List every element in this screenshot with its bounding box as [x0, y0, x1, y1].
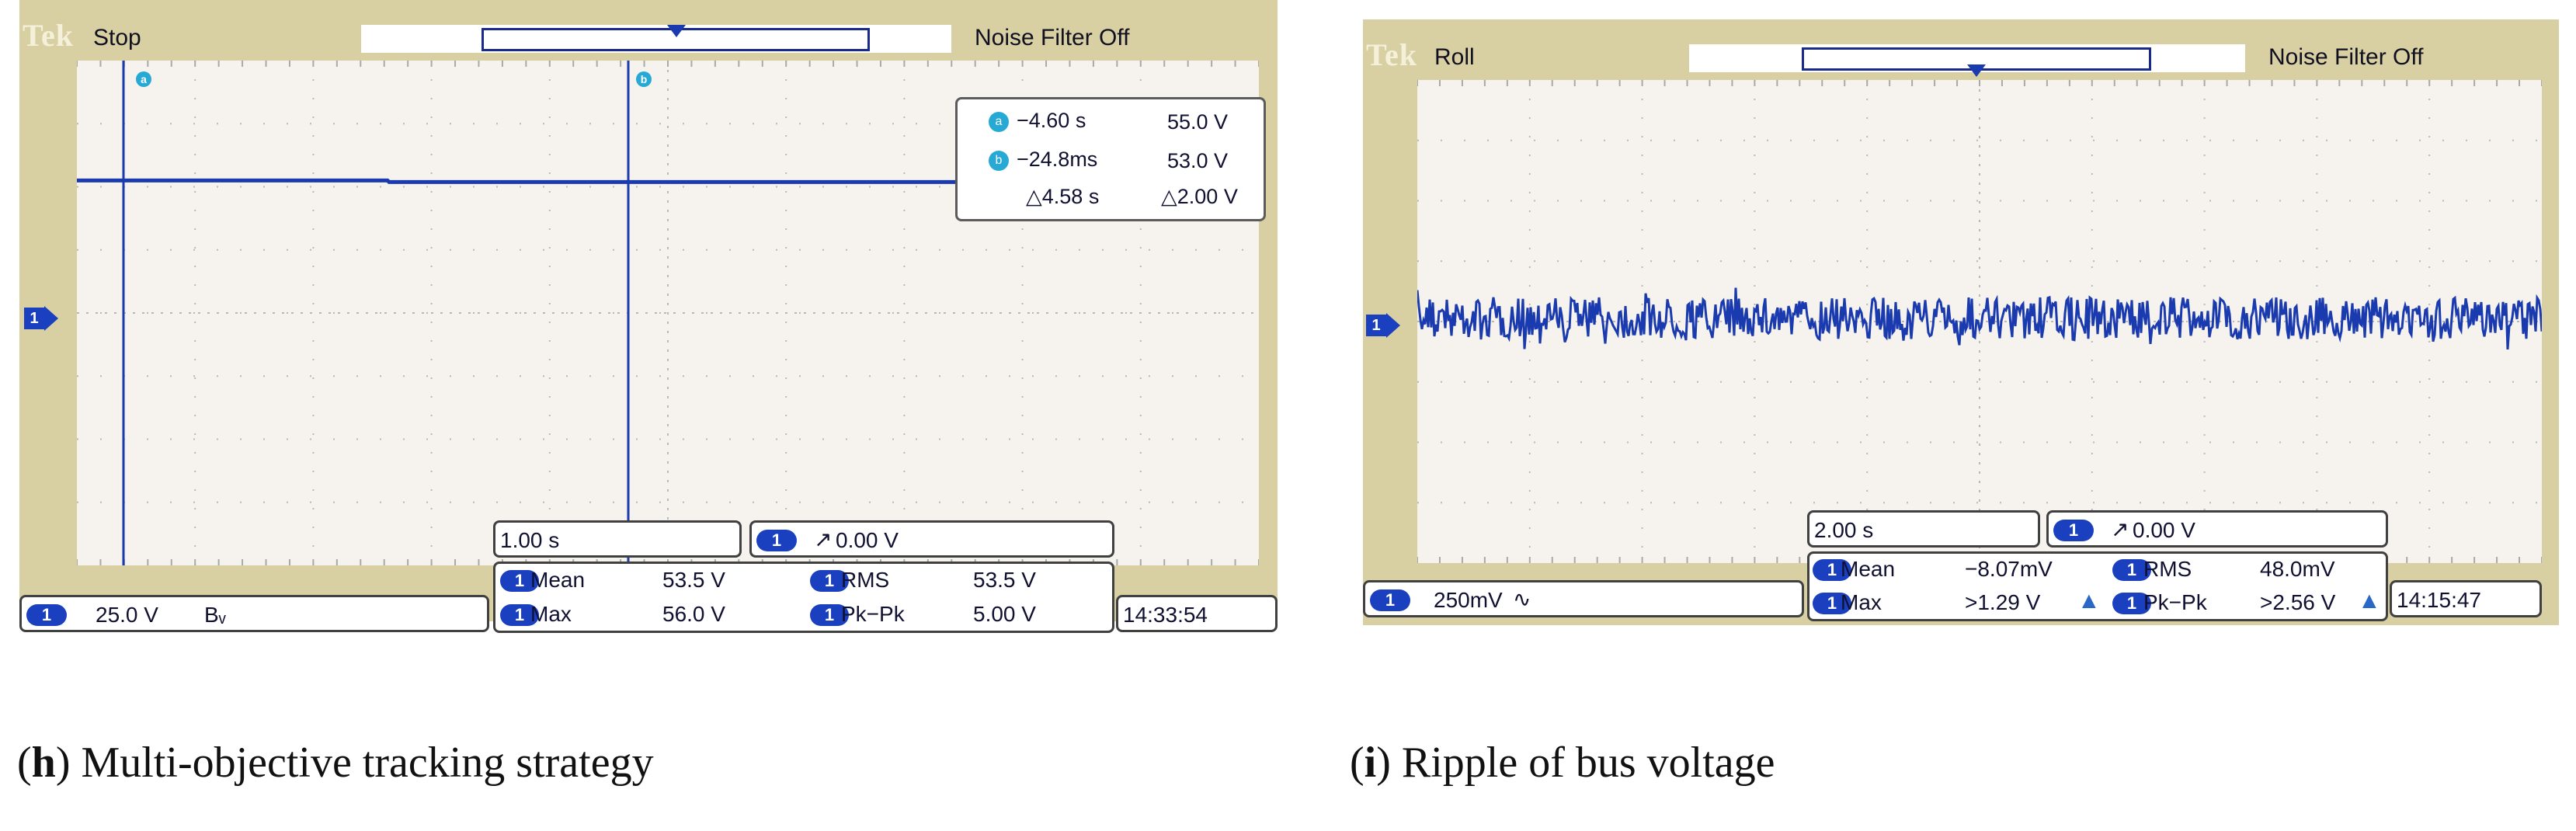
trigger-level: 0.00 V	[836, 528, 899, 552]
clock-panel: 14:33:54	[1116, 595, 1278, 632]
cursor-b-time: −24.8ms	[1017, 148, 1098, 171]
mean-value: −8.07mV	[1965, 557, 2053, 581]
max-label: Max	[1841, 590, 1882, 614]
waveform-graticule	[1417, 80, 2542, 563]
mean-channel-badge: 1	[1813, 559, 1851, 581]
cursor-a-time: −4.60 s	[1017, 109, 1086, 132]
trigger-slope-icon: ↗	[814, 527, 833, 551]
trigger-panel[interactable]: 1 ↗ 0.00 V	[2046, 510, 2388, 548]
noise-filter-label: Noise Filter Off	[2268, 44, 2424, 70]
max-warning-icon: ▲	[2077, 588, 2101, 614]
channel-1-marker: 1	[24, 308, 44, 329]
channel-1-marker-arrow	[44, 306, 58, 331]
trigger-slope-icon: ↗	[2111, 517, 2129, 541]
rms-value: 48.0mV	[2260, 557, 2335, 581]
noise-filter-label: Noise Filter Off	[975, 25, 1130, 50]
timebase-value: 1.00 s	[500, 528, 560, 552]
pkpk-value: 5.00 V	[973, 602, 1036, 626]
clock-time: 14:33:54	[1123, 603, 1208, 627]
trigger-channel-badge: 1	[756, 530, 797, 551]
cursor-b-tag: b	[636, 71, 652, 87]
pkpk-warning-icon: ▲	[2358, 588, 2381, 614]
dc-bus-voltage-trace	[77, 178, 1259, 184]
cursor-delta-time: △4.58 s	[1026, 185, 1100, 208]
channel-1-marker-arrow	[1386, 313, 1400, 338]
trigger-level: 0.00 V	[2133, 518, 2195, 542]
channel-1-marker: 1	[1366, 315, 1386, 336]
timebase-value: 2.00 s	[1814, 518, 1874, 542]
rms-value: 53.5 V	[973, 568, 1036, 592]
max-value: >1.29 V	[1965, 590, 2041, 614]
cursor-a-badge: a	[989, 111, 1009, 132]
caption-i-text: Ripple of bus voltage	[1390, 739, 1775, 787]
oscilloscope-i: Tek Roll Noise Filter Off 1 2.00 s 1 ↗ 0…	[1363, 19, 2576, 656]
cursor-b-badge: b	[989, 150, 1009, 171]
pkpk-channel-badge: 1	[2112, 593, 2151, 614]
clock-time: 14:15:47	[2397, 588, 2481, 612]
max-label: Max	[530, 602, 572, 626]
timebase-panel[interactable]: 1.00 s	[493, 520, 742, 558]
run-state-label: Roll	[1434, 44, 1475, 70]
caption-h-letter: h	[31, 739, 56, 787]
channel-scale: 25.0 V	[96, 603, 158, 627]
caption-i: (i) Ripple of bus voltage	[1350, 739, 1775, 787]
max-channel-badge: 1	[500, 604, 539, 626]
mean-label: Mean	[1841, 557, 1896, 581]
mean-channel-badge: 1	[500, 570, 539, 592]
channel-badge: 1	[26, 604, 67, 626]
cursor-a-tag: a	[136, 71, 151, 87]
measurements-panel: 1 Mean 53.5 V 1 RMS 53.5 V 1 Max 56.0 V …	[493, 562, 1114, 633]
rms-label: RMS	[841, 568, 890, 592]
mean-value: 53.5 V	[662, 568, 725, 592]
trigger-position-icon	[667, 25, 686, 37]
caption-h-text: Multi-objective tracking strategy	[70, 739, 654, 787]
ac-coupling-icon: ∿	[1513, 587, 1531, 611]
pkpk-label: Pk−Pk	[841, 602, 905, 626]
timebase-panel[interactable]: 2.00 s	[1807, 510, 2040, 548]
cursor-a-voltage: 55.0 V	[1167, 110, 1229, 134]
channel-badge: 1	[1370, 589, 1410, 611]
channel-settings-panel[interactable]: 1 25.0 V Bᵥ	[19, 595, 489, 632]
rms-channel-badge: 1	[2112, 559, 2151, 581]
measurements-panel: 1 Mean −8.07mV 1 RMS 48.0mV 1 Max >1.29 …	[1807, 551, 2388, 621]
pkpk-channel-badge: 1	[810, 604, 849, 626]
cursor-readout: a −4.60 s 55.0 V b −24.8ms 53.0 V △4.58 s …	[955, 97, 1266, 221]
caption-i-letter: i	[1364, 739, 1377, 787]
mean-label: Mean	[530, 568, 586, 592]
tek-logo: Tek	[23, 18, 75, 53]
clock-panel: 14:15:47	[2390, 580, 2542, 617]
trigger-position-icon	[1967, 64, 1986, 77]
max-value: 56.0 V	[662, 602, 725, 626]
bandwidth-limit-label: Bᵥ	[204, 603, 226, 627]
cursor-b-voltage: 53.0 V	[1167, 149, 1229, 172]
run-state-label: Stop	[93, 25, 141, 50]
tek-logo: Tek	[1366, 37, 1418, 72]
rms-label: RMS	[2143, 557, 2192, 581]
cursor-delta-voltage: △2.00 V	[1161, 185, 1238, 208]
waveform-screen	[1417, 80, 2542, 563]
channel-settings-panel[interactable]: 1 250mV ∿	[1363, 580, 1804, 617]
caption-h: (h) Multi-objective tracking strategy	[17, 739, 654, 787]
pkpk-label: Pk−Pk	[2143, 590, 2207, 614]
pkpk-value: >2.56 V	[2260, 590, 2336, 614]
channel-scale: 250mV	[1434, 588, 1503, 612]
trigger-channel-badge: 1	[2053, 520, 2094, 541]
trigger-panel[interactable]: 1 ↗ 0.00 V	[749, 520, 1114, 558]
waveform-graticule	[77, 61, 1259, 565]
max-channel-badge: 1	[1813, 593, 1851, 614]
rms-channel-badge: 1	[810, 570, 849, 592]
ripple-voltage-trace	[1417, 287, 2542, 350]
oscilloscope-h: Tek Stop Noise Filter Off a b 1 a −4.60 s…	[19, 0, 1309, 637]
